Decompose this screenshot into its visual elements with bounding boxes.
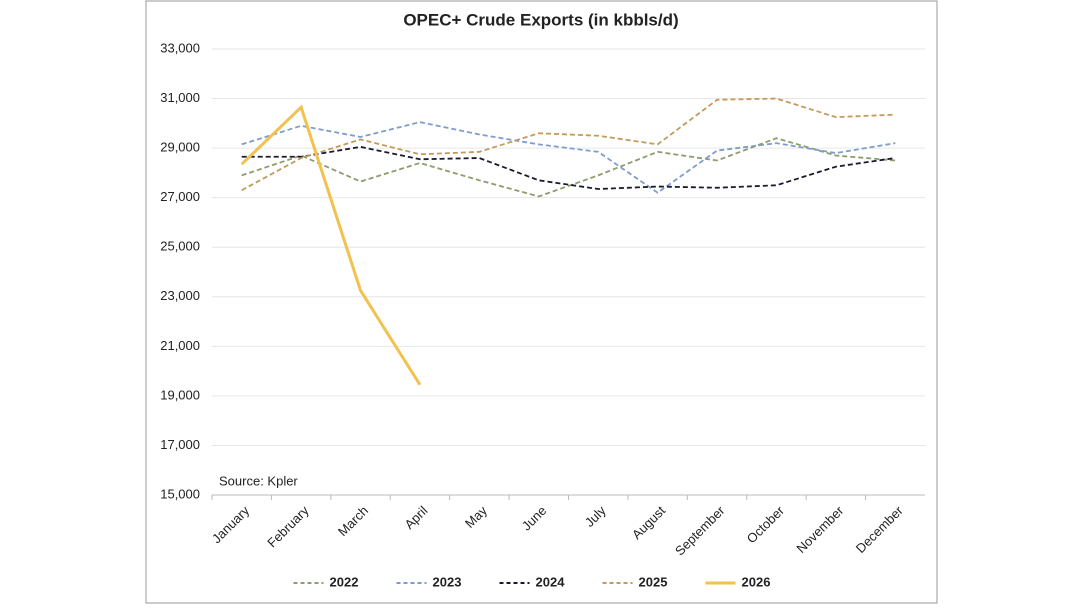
y-tick-label: 23,000 [160,288,200,303]
y-tick-label: 29,000 [160,140,200,155]
series-line [241,145,896,190]
series-line [240,104,422,386]
series-line [241,121,896,194]
legend-label: 2023 [433,574,462,589]
legend-label: 2026 [742,574,771,589]
y-tick-label: 19,000 [160,387,200,402]
legend-label: 2022 [330,574,359,589]
y-tick-label: 21,000 [160,338,200,353]
y-tick-label: 15,000 [160,486,200,501]
series-line [241,137,896,198]
legend-label: 2025 [639,574,668,589]
y-tick-label: 31,000 [160,90,200,105]
chart-title: OPEC+ Crude Exports (in kbbls/d) [403,10,678,29]
annotation: Source: Kpler [219,473,298,488]
y-tick-label: 25,000 [160,239,200,254]
chart-frame [145,0,938,604]
series-line [241,97,896,192]
y-tick-label: 33,000 [160,40,200,55]
y-tick-label: 17,000 [160,437,200,452]
legend-label: 2024 [536,574,566,589]
y-tick-label: 27,000 [160,189,200,204]
